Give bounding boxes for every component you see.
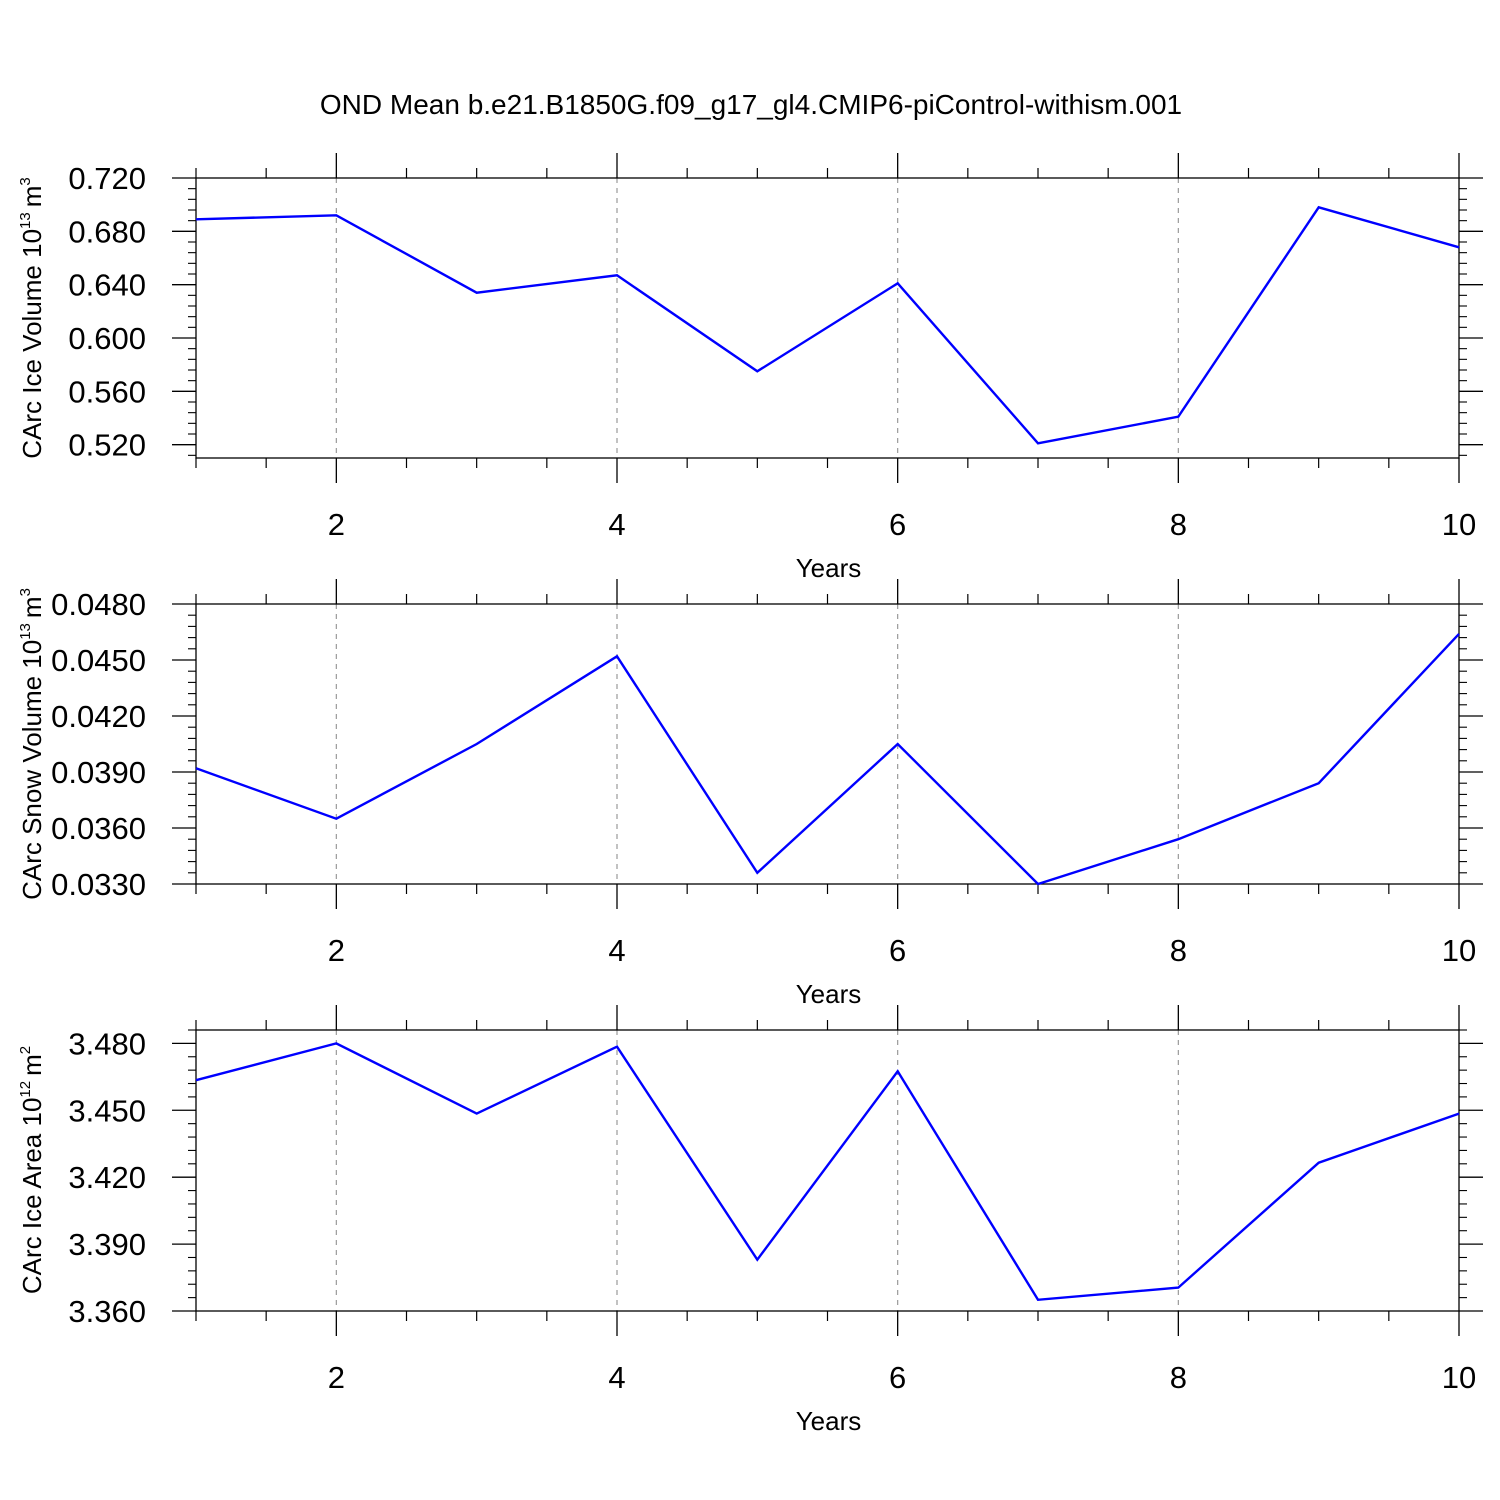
x-tick-label: 4: [608, 1360, 625, 1395]
y-tick-label: 3.360: [68, 1294, 146, 1329]
x-tick-label: 2: [328, 507, 345, 542]
x-tick-label: 8: [1170, 933, 1187, 968]
y-tick-label: 3.390: [68, 1227, 146, 1262]
plot-frame: [195, 1029, 1460, 1312]
x-tick-label: 4: [608, 933, 625, 968]
y-axis-label: CArc Ice Area 1012m2: [17, 1046, 47, 1294]
y-tick-label: 0.600: [68, 321, 146, 356]
x-tick-label: 10: [1442, 1360, 1476, 1395]
x-tick-label: 10: [1442, 507, 1476, 542]
series-line: [195, 633, 1460, 886]
x-tick-label: 6: [889, 507, 906, 542]
y-tick-label: 0.560: [68, 374, 146, 409]
y-tick-label: 0.0480: [51, 587, 146, 622]
x-tick-label: 10: [1442, 933, 1476, 968]
y-axis-label: CArc Snow Volume 1013m3: [17, 588, 47, 900]
x-tick-label: 6: [889, 933, 906, 968]
plot-frame: [195, 603, 1460, 885]
y-tick-label: 3.450: [68, 1093, 146, 1128]
series-line: [195, 205, 1460, 445]
y-axis-label: CArc Ice Volume 1013m3: [17, 177, 47, 458]
plot-frame: [195, 177, 1460, 459]
y-tick-label: 0.0330: [51, 867, 146, 902]
y-tick-label: 0.0450: [51, 643, 146, 678]
y-tick-label: 0.520: [68, 428, 146, 463]
y-tick-label: 0.720: [68, 161, 146, 196]
x-tick-label: 8: [1170, 1360, 1187, 1395]
x-axis-label: Years: [796, 553, 862, 583]
x-axis-label: Years: [796, 979, 862, 1009]
x-tick-label: 4: [608, 507, 625, 542]
plot-panel-1: 2 4 6 8 10 0.520 0.560 0.600 0.640 0.680 0.720 Year…: [17, 153, 1483, 583]
y-tick-label: 0.0390: [51, 755, 146, 790]
x-tick-label: 2: [328, 1360, 345, 1395]
y-tick-label: 3.480: [68, 1026, 146, 1061]
x-tick-label: 6: [889, 1360, 906, 1395]
plot-panel-2: 2 4 6 8 10 0.0330 0.0360 0.0390 0.0420 0.0450 0.04…: [17, 579, 1483, 1009]
y-tick-label: 0.0420: [51, 699, 146, 734]
y-tick-label: 3.420: [68, 1160, 146, 1195]
y-tick-label: 0.680: [68, 214, 146, 249]
series-line: [195, 1042, 1460, 1302]
plot-panel-3: 2 4 6 8 10 3.360 3.390 3.420 3.450 3.480 Years CArc…: [17, 1005, 1483, 1436]
x-tick-label: 8: [1170, 507, 1187, 542]
chart-title: OND Mean b.e21.B1850G.f09_g17_gl4.CMIP6-…: [320, 89, 1182, 120]
y-tick-label: 0.0360: [51, 811, 146, 846]
y-tick-label: 0.640: [68, 268, 146, 303]
x-axis-label: Years: [796, 1406, 862, 1436]
x-tick-label: 2: [328, 933, 345, 968]
